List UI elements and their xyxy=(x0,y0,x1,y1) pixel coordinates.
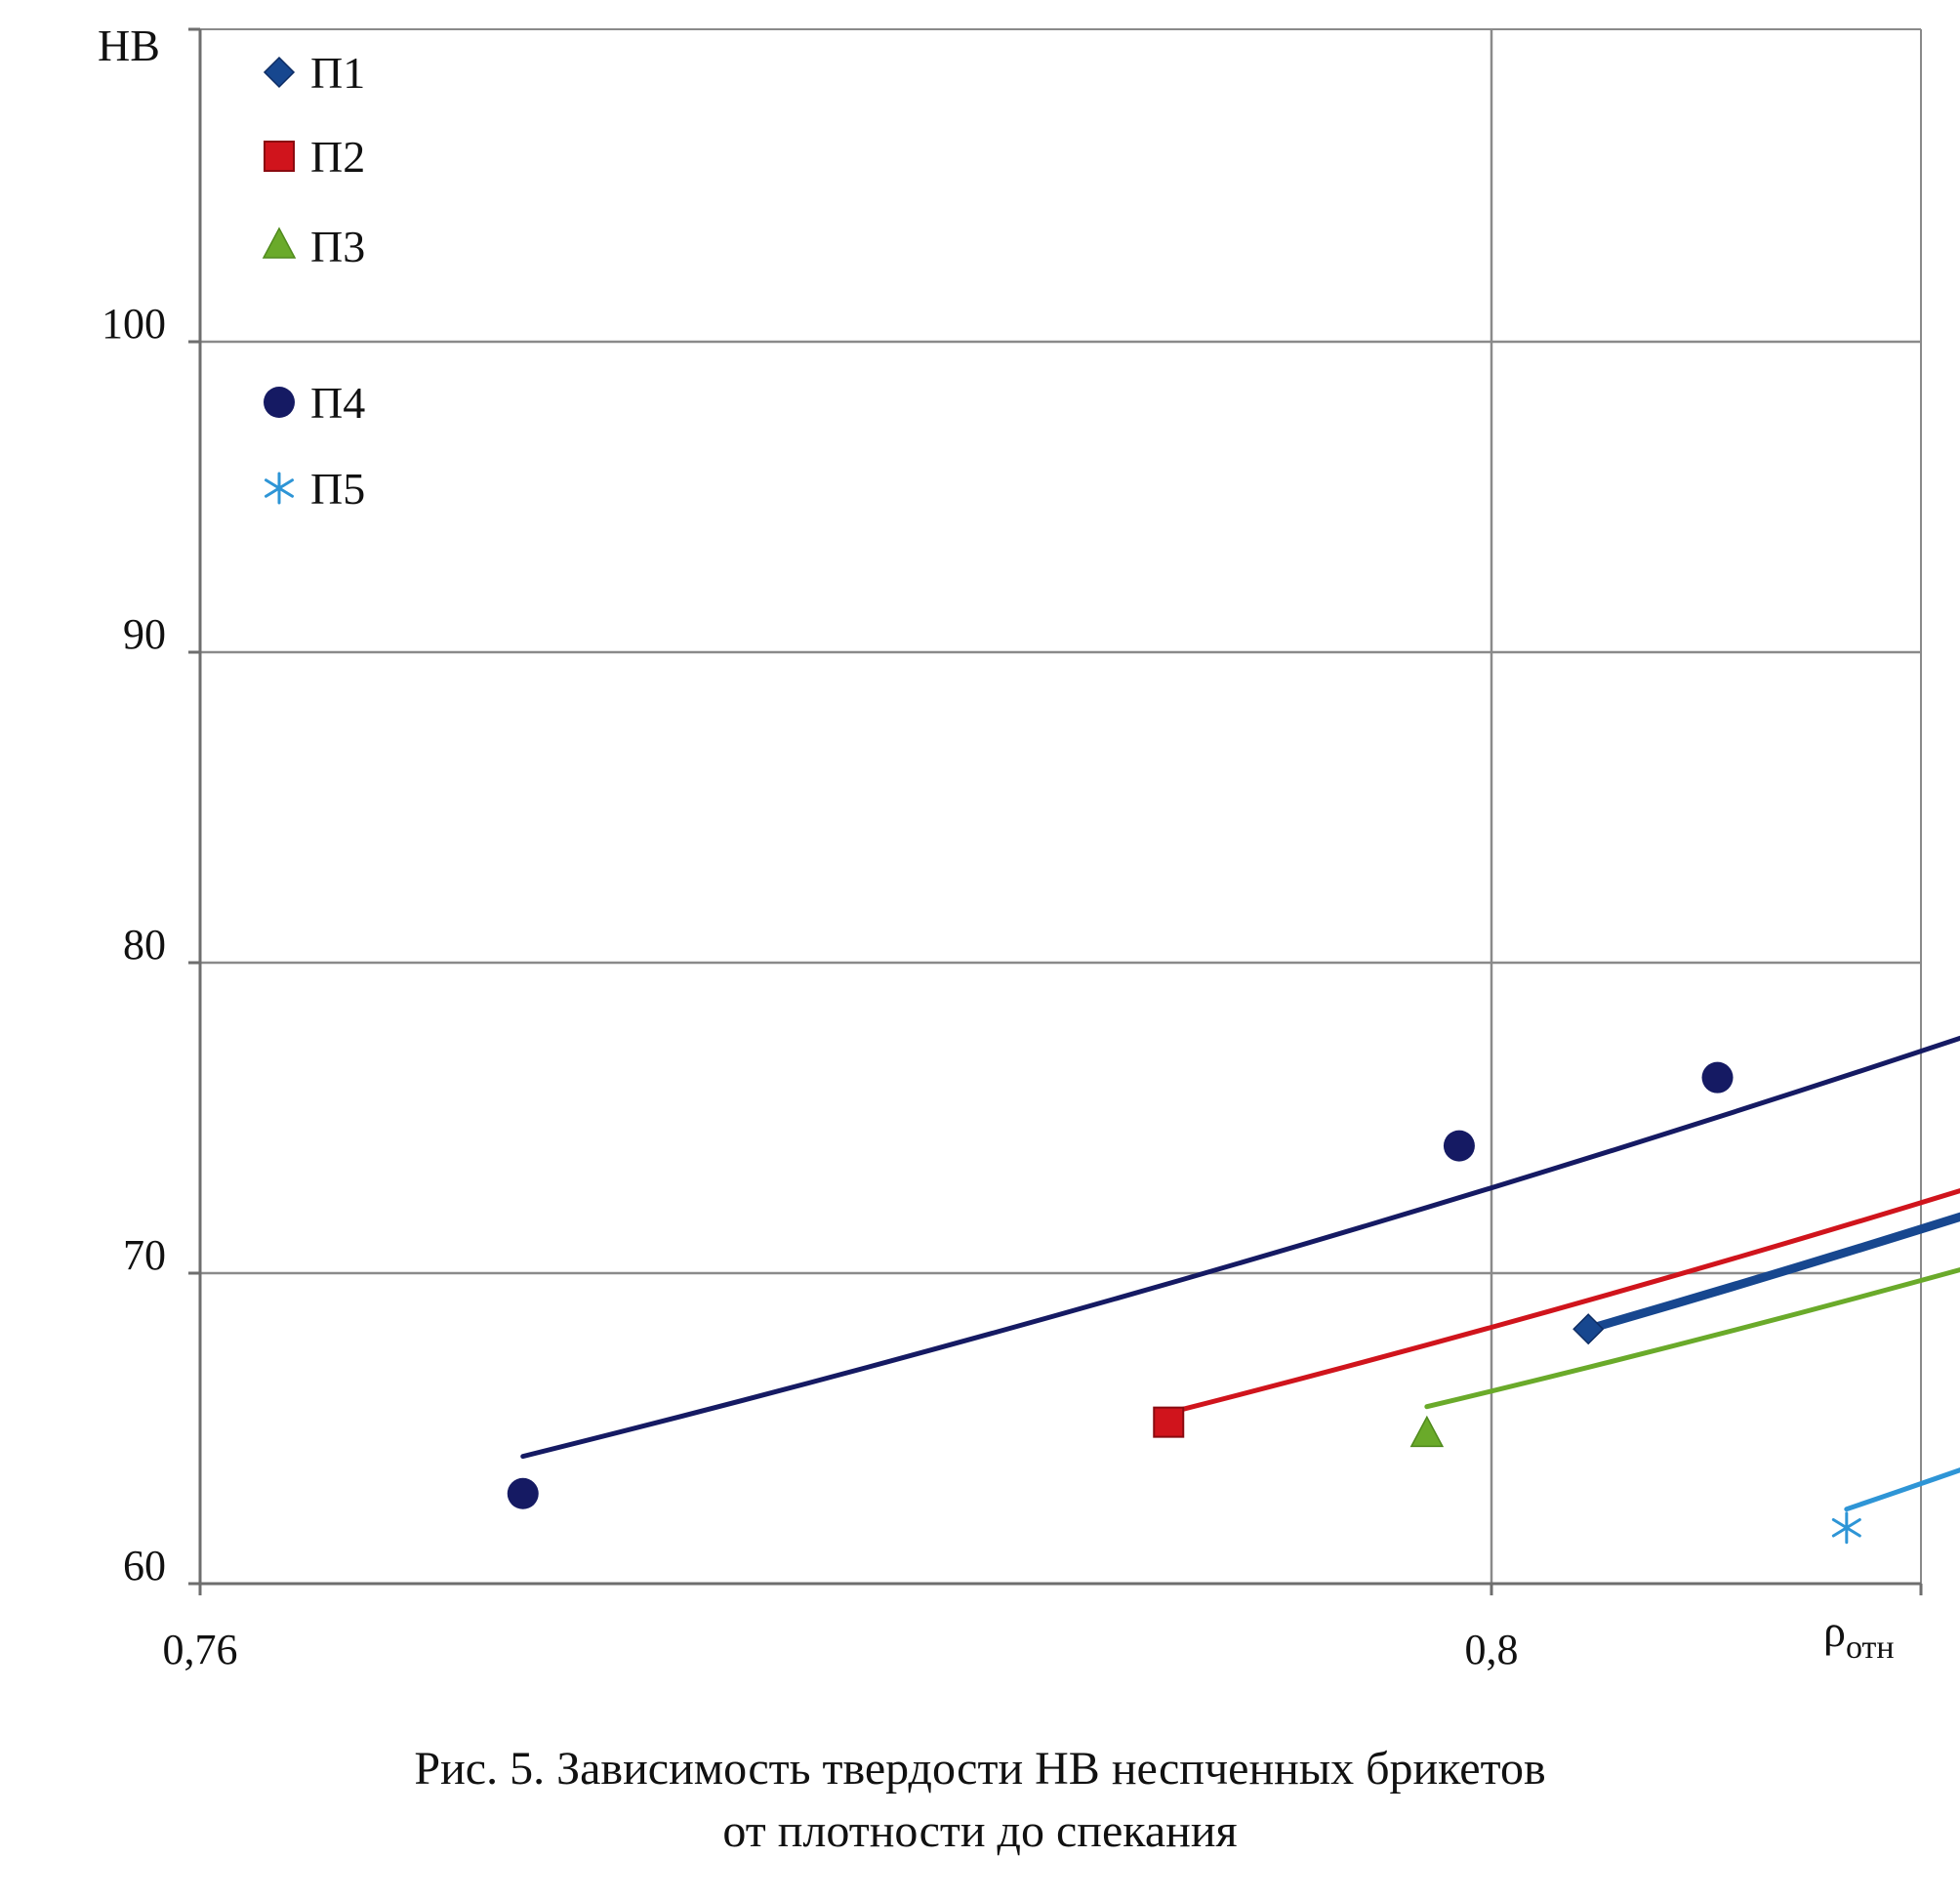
star-stroke xyxy=(1831,1518,1861,1538)
legend-item: П5 xyxy=(265,464,365,514)
star-stroke xyxy=(265,478,294,498)
figure-caption-line-1: Рис. 5. Зависимость твердости НВ неспчен… xyxy=(414,1743,1546,1795)
trend-line-star xyxy=(1844,1467,1960,1512)
legend-swatch-circle xyxy=(264,387,295,418)
trend-line-diamond xyxy=(1583,1212,1960,1334)
data-point-layer xyxy=(507,1061,1861,1545)
y-tick-label: 90 xyxy=(123,610,166,658)
y-tick-label: 60 xyxy=(123,1542,166,1589)
y-tick-label: 70 xyxy=(123,1231,166,1279)
x-axis-title-main: ρ xyxy=(1823,1606,1846,1656)
data-point-triangle xyxy=(1409,1415,1445,1448)
legend-swatch-diamond xyxy=(263,56,296,89)
trend-line-circle xyxy=(520,1035,1960,1460)
legend-item: П1 xyxy=(263,48,365,98)
y-axis-title: HB xyxy=(98,21,160,70)
legend-item: П2 xyxy=(264,132,365,182)
legend-label: П4 xyxy=(310,378,365,428)
legend-label: П5 xyxy=(310,464,365,514)
axis-layer xyxy=(188,27,1923,1595)
legend-item: П4 xyxy=(264,378,365,428)
data-point-star xyxy=(1831,1511,1861,1545)
legend-label: П2 xyxy=(310,132,365,182)
data-point-diamond xyxy=(1572,1313,1605,1345)
legend-swatch-triangle xyxy=(262,227,297,259)
y-tick-label: 80 xyxy=(123,921,166,969)
x-tick-label: 0,76 xyxy=(163,1626,238,1673)
trend-line-square xyxy=(1165,1187,1960,1416)
data-point-circle xyxy=(507,1477,539,1509)
trend-line-triangle xyxy=(1424,1266,1960,1410)
x-axis-title-subscript: отн xyxy=(1846,1630,1895,1666)
trend-line-layer xyxy=(520,1035,1960,1512)
x-axis-title: ρотн xyxy=(1823,1606,1895,1666)
legend-swatch-star xyxy=(265,472,294,505)
y-tick-label: 100 xyxy=(102,300,166,348)
figure-caption-line-2: от плотности до спекания xyxy=(722,1805,1238,1857)
grid-layer xyxy=(200,28,1922,1584)
legend-label: П1 xyxy=(310,48,365,98)
data-point-circle xyxy=(1443,1130,1475,1162)
legend-item: П3 xyxy=(262,222,365,271)
x-tick-label: 0,8 xyxy=(1465,1626,1519,1673)
data-point-circle xyxy=(1701,1061,1734,1094)
legend-label: П3 xyxy=(310,222,365,271)
legend-swatch-square xyxy=(264,141,295,172)
legend: П1 П2 П3 П4 П5 xyxy=(262,48,365,514)
data-point-square xyxy=(1153,1406,1185,1438)
